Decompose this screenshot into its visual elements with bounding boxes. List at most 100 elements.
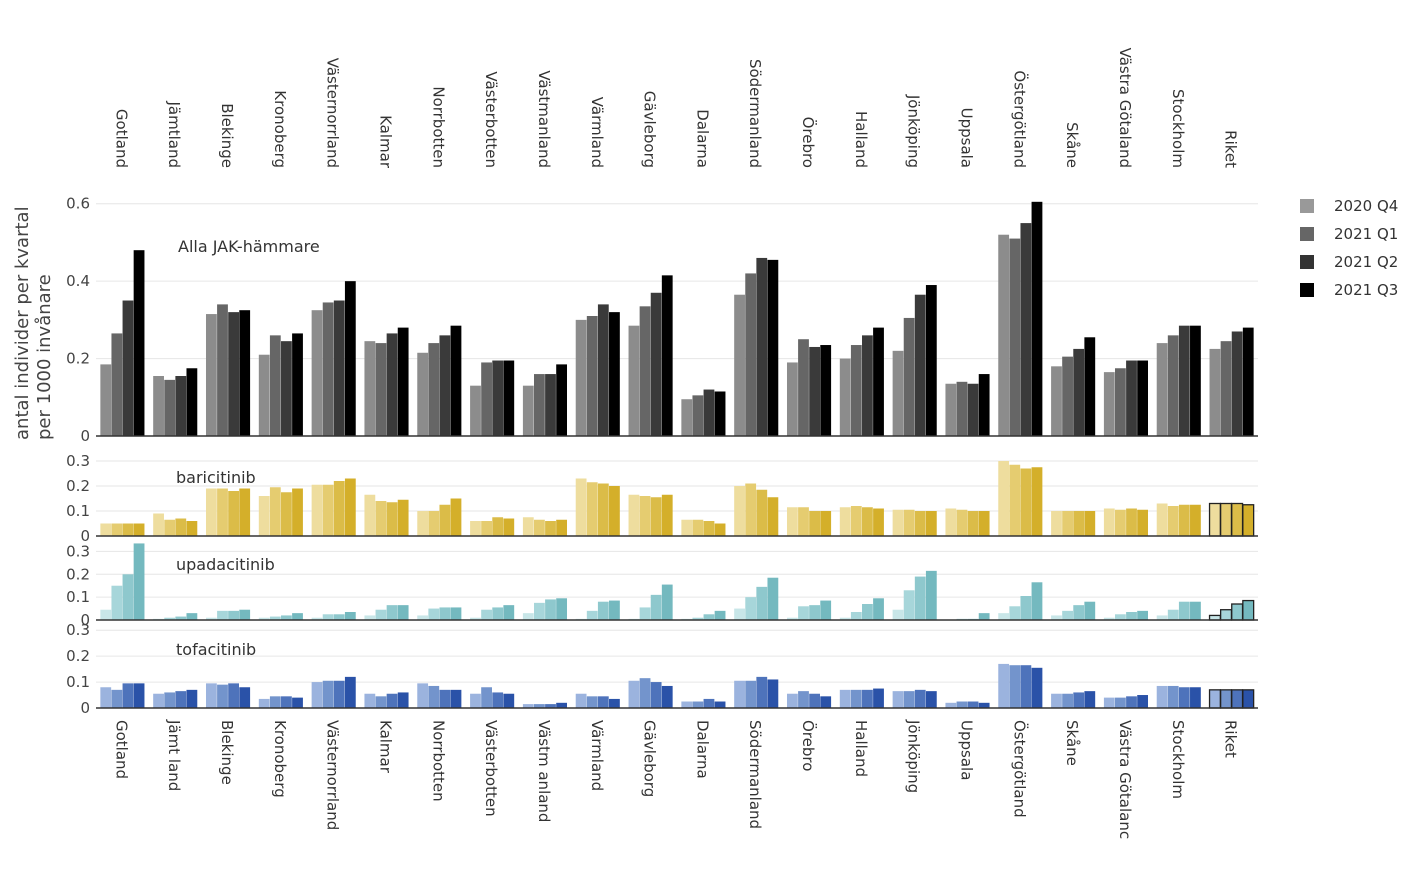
bar-tofacitinib-v-sterbotten-q3 <box>503 693 515 708</box>
bottom-region-label: Skåne <box>1063 720 1081 766</box>
legend-label: 2020 Q4 <box>1334 197 1399 215</box>
bar-upadacitinib-kronoberg-q2 <box>281 615 292 620</box>
top-region-label: Dalarna <box>693 109 711 168</box>
bar-alla-jak-h-mmare-stockholm-q1 <box>1167 335 1179 436</box>
bar-tofacitinib--sterg-tland-q3 <box>1031 667 1043 708</box>
bar-baricitinib-kronoberg-q3 <box>292 488 303 536</box>
panel-label: Alla JAK-hämmare <box>178 237 320 256</box>
bar-baricitinib-norrbotten-q1 <box>428 511 440 536</box>
bottom-region-label: Västm anland <box>535 720 553 822</box>
bar-baricitinib-halland-q2 <box>862 507 873 536</box>
bar-baricitinib-v-sterbotten-q1 <box>481 521 492 536</box>
bar-baricitinib-v-stmanland-q2 <box>545 521 556 536</box>
bar-alla-jak-h-mmare-uppsala-q2 <box>967 383 979 436</box>
y-tick-label: 0.1 <box>66 673 90 691</box>
top-region-label: Gävleborg <box>641 91 659 168</box>
bar-tofacitinib-sk-ne-q2 <box>1073 692 1085 708</box>
bar-alla-jak-h-mmare-v-stmanland-q0 <box>522 385 534 436</box>
bar-upadacitinib-s-dermanland-q3 <box>767 577 779 620</box>
bar-alla-jak-h-mmare-sk-ne-q1 <box>1062 356 1073 436</box>
bar-baricitinib-s-dermanland-q3 <box>767 497 779 536</box>
y-tick-label: 0.4 <box>66 272 90 290</box>
bar-baricitinib-dalarna-q0 <box>681 519 693 536</box>
bar-baricitinib-sk-ne-q1 <box>1062 511 1073 536</box>
bar-baricitinib-v-sternorrland-q0 <box>311 484 323 536</box>
bar-upadacitinib-kalmar-q2 <box>386 605 398 620</box>
bottom-region-label: Västerbotten <box>482 720 500 817</box>
bar-baricitinib-sk-ne-q3 <box>1084 511 1096 536</box>
bar-tofacitinib-halland-q3 <box>873 688 884 708</box>
bar-upadacitinib-s-dermanland-q0 <box>734 608 745 620</box>
bar-alla-jak-h-mmare-stockholm-q2 <box>1178 325 1190 436</box>
bar-baricitinib-v-rmland-q3 <box>609 486 620 536</box>
bar-upadacitinib-v-sternorrland-q3 <box>344 612 356 620</box>
bar-alla-jak-h-mmare-v-sternorrland-q1 <box>322 302 334 436</box>
bottom-region-label: Jönköping <box>905 719 923 793</box>
bar-baricitinib-v-stmanland-q1 <box>534 519 545 536</box>
legend-item[interactable]: 2021 Q2 <box>1300 248 1398 276</box>
legend-item[interactable]: 2021 Q1 <box>1300 220 1398 248</box>
bar-upadacitinib-blekinge-q3 <box>239 609 251 620</box>
bar-upadacitinib-kalmar-q1 <box>375 609 387 620</box>
bar-alla-jak-h-mmare-uppsala-q0 <box>945 383 957 436</box>
top-region-label: Jämtland <box>165 101 183 169</box>
bar-upadacitinib--rebro-q1 <box>798 606 809 620</box>
bar-upadacitinib-stockholm-q2 <box>1178 601 1190 620</box>
bar-baricitinib-v-sternorrland-q1 <box>322 484 334 536</box>
bar-alla-jak-h-mmare--sterg-tland-q0 <box>998 234 1010 436</box>
bar-baricitinib-v-rmland-q0 <box>575 478 587 536</box>
bar-alla-jak-h-mmare-j-mtland-q3 <box>186 368 198 436</box>
bar-baricitinib-sk-ne-q0 <box>1051 511 1062 536</box>
bar-tofacitinib-riket-q3 <box>1242 689 1255 709</box>
bar-alla-jak-h-mmare-gotland-q2 <box>122 300 134 436</box>
bar-tofacitinib-j-mtland-q3 <box>186 689 198 708</box>
bar-upadacitinib-sk-ne-q0 <box>1051 615 1062 620</box>
bar-alla-jak-h-mmare--sterg-tland-q1 <box>1009 238 1021 436</box>
legend-item[interactable]: 2021 Q3 <box>1300 276 1398 304</box>
bar-alla-jak-h-mmare-kalmar-q0 <box>364 341 376 436</box>
bar-tofacitinib-v-stmanland-q2 <box>545 704 556 708</box>
bar-upadacitinib-v-sternorrland-q2 <box>333 614 345 620</box>
bar-baricitinib-uppsala-q0 <box>945 508 957 536</box>
bar-upadacitinib-dalarna-q2 <box>703 614 715 620</box>
bar-upadacitinib-v-stmanland-q3 <box>556 598 568 620</box>
bar-alla-jak-h-mmare-sk-ne-q3 <box>1084 337 1096 436</box>
bar-alla-jak-h-mmare-kronoberg-q0 <box>258 354 270 436</box>
bar-alla-jak-h-mmare-halland-q3 <box>873 327 884 436</box>
top-region-label: Västerbotten <box>482 71 500 168</box>
bar-tofacitinib-gotland-q1 <box>111 689 123 708</box>
bar-alla-jak-h-mmare-kronoberg-q3 <box>292 333 303 436</box>
bar-tofacitinib-j-mtland-q0 <box>153 693 164 708</box>
bar-alla-jak-h-mmare-dalarna-q3 <box>714 391 726 436</box>
bar-baricitinib-stockholm-q0 <box>1156 503 1168 536</box>
bar-tofacitinib-kronoberg-q3 <box>292 697 303 708</box>
bar-baricitinib-j-nk-ping-q3 <box>925 511 937 536</box>
bar-baricitinib--rebro-q1 <box>798 507 809 536</box>
bar-upadacitinib-kronoberg-q3 <box>292 613 303 620</box>
bar-alla-jak-h-mmare-v-stra-g-taland-q0 <box>1103 372 1115 436</box>
bar-upadacitinib-v-stmanland-q0 <box>522 613 534 620</box>
bottom-region-label: Västernorrland <box>324 720 342 830</box>
bar-baricitinib-sk-ne-q2 <box>1073 511 1085 536</box>
bar-alla-jak-h-mmare-v-sternorrland-q0 <box>311 310 323 436</box>
top-region-label: Västmanland <box>535 70 553 168</box>
bar-tofacitinib-blekinge-q3 <box>239 687 251 708</box>
bar-upadacitinib--rebro-q3 <box>820 600 832 620</box>
bar-alla-jak-h-mmare-blekinge-q3 <box>239 310 251 436</box>
bottom-region-label: Östergötland <box>1010 720 1029 818</box>
bar-alla-jak-h-mmare--sterg-tland-q3 <box>1031 201 1043 436</box>
bar-tofacitinib-v-stra-g-taland-q3 <box>1137 695 1149 708</box>
bar-tofacitinib-riket-q0 <box>1208 689 1221 709</box>
bar-tofacitinib-v-stmanland-q1 <box>534 704 545 708</box>
bar-tofacitinib-gotland-q3 <box>133 683 145 708</box>
legend-item[interactable]: 2020 Q4 <box>1300 192 1398 220</box>
bar-tofacitinib-v-stra-g-taland-q1 <box>1115 697 1126 708</box>
bar-alla-jak-h-mmare-v-sterbotten-q3 <box>503 360 515 436</box>
bar-baricitinib-kalmar-q2 <box>386 502 398 536</box>
bar-upadacitinib-v-stmanland-q1 <box>534 602 545 620</box>
bar-upadacitinib-kronoberg-q1 <box>269 616 281 620</box>
bar-tofacitinib--rebro-q2 <box>809 693 820 708</box>
bar-upadacitinib-v-sternorrland-q0 <box>311 617 323 620</box>
bottom-region-label: Västra Götalanc <box>1116 720 1134 839</box>
bar-alla-jak-h-mmare-s-dermanland-q2 <box>756 257 768 436</box>
